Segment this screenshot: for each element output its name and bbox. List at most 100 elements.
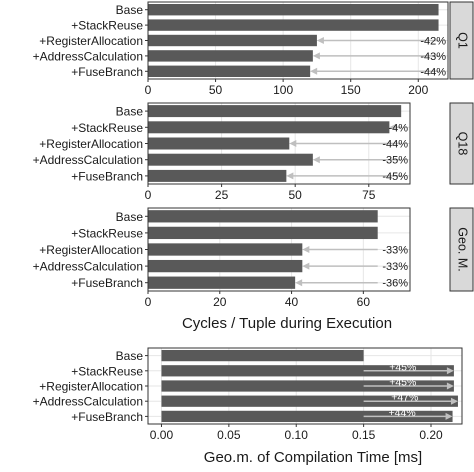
bar-registerallocation — [148, 34, 317, 47]
x-tick-label: 200 — [408, 83, 428, 97]
x-tick-label: 50 — [209, 83, 223, 97]
panel-3: -33% -33% -36% Geo. M. Base +StackReuse +Regis… — [33, 207, 474, 332]
category-label: +StackReuse — [71, 226, 143, 240]
change-arrow-head — [302, 262, 310, 270]
x-tick-label: 0 — [145, 295, 152, 309]
panel-2: -4% -44% -35% -45% Q18 Base +StackReuse +Regist… — [33, 102, 474, 202]
bar-registerallocation — [161, 380, 454, 392]
category-label: +RegisterAllocation — [39, 380, 143, 394]
category-label: +FuseBranch — [71, 410, 143, 424]
x-tick-label: 0 — [145, 83, 152, 97]
category-label: Base — [116, 3, 144, 17]
change-arrow-head — [289, 140, 297, 147]
category-label: +AddressCalculation — [33, 49, 143, 63]
change-arrow-head — [446, 382, 454, 390]
category-label: +AddressCalculation — [33, 395, 143, 409]
change-arrow-head — [312, 156, 320, 164]
bar-stackreuse — [148, 226, 378, 240]
change-label: -36% — [382, 278, 408, 290]
change-arrow-head — [450, 397, 458, 405]
change-label: -43% — [420, 51, 446, 63]
panel-4: +45% +45% +47% +44% Base+StackReuse +Register… — [33, 347, 463, 466]
change-label: +45% — [389, 361, 416, 373]
category-label: +FuseBranch — [71, 65, 143, 79]
change-arrow-head — [295, 279, 303, 287]
category-label: +StackReuse — [71, 19, 143, 33]
bar-base — [148, 4, 439, 16]
change-label: -4% — [388, 122, 408, 134]
x-tick-label: 0.10 — [285, 428, 309, 442]
category-label: Base — [116, 349, 144, 363]
facet-label: Q18 — [456, 132, 470, 156]
change-label: -44% — [420, 66, 446, 78]
category-label: +StackReuse — [71, 364, 143, 378]
category-label: +FuseBranch — [71, 169, 143, 183]
facet-strip — [449, 207, 474, 292]
change-arrow-head — [312, 52, 320, 60]
x-tick-label: 50 — [289, 188, 303, 202]
category-label: +RegisterAllocation — [39, 137, 143, 151]
change-arrow-head — [316, 37, 324, 44]
x-tick-label: 0 — [145, 188, 152, 202]
x-tick-label: 0.00 — [150, 428, 174, 442]
bar-stackreuse — [161, 365, 454, 377]
change-label: -35% — [382, 155, 408, 167]
change-arrow-head — [389, 123, 397, 131]
category-label: Base — [116, 210, 144, 224]
bar-base — [148, 210, 378, 223]
x-tick-label: 40 — [285, 295, 299, 309]
change-label: +44% — [389, 407, 416, 419]
bar-base — [148, 105, 402, 118]
bar-base — [161, 349, 364, 362]
bar-registerallocation — [148, 137, 290, 150]
category-label: +AddressCalculation — [33, 153, 143, 167]
change-arrow-head — [446, 367, 454, 375]
bar-addresscalculation — [148, 153, 313, 166]
change-label: +47% — [391, 392, 418, 404]
change-arrow-head — [445, 412, 453, 420]
category-label: +FuseBranch — [71, 276, 143, 290]
x-tick-label: 75 — [362, 188, 376, 202]
change-label: -44% — [382, 139, 408, 151]
x-tick-label: 0.05 — [217, 428, 241, 442]
bar-registerallocation — [148, 243, 303, 256]
bar-addresscalculation — [148, 259, 303, 273]
bar-fusebranch — [161, 410, 453, 423]
change-label: +45% — [389, 377, 416, 389]
x-tick-label: 0.20 — [419, 428, 443, 442]
category-label: +RegisterAllocation — [39, 243, 143, 257]
category-label: +StackReuse — [71, 121, 143, 135]
panel-1: -42% -43% -44% Q1 Base +StackReuse+RegisterAl… — [33, 1, 474, 97]
change-arrow-head — [302, 246, 310, 253]
bar-addresscalculation — [148, 50, 313, 62]
change-label: -42% — [420, 36, 446, 48]
facet-label: Q1 — [456, 32, 470, 49]
facet-strip — [449, 102, 474, 185]
x-tick-label: 60 — [357, 295, 371, 309]
category-label: +AddressCalculation — [33, 260, 143, 274]
bar-stackreuse — [148, 121, 390, 134]
x-tick-label: 25 — [215, 188, 229, 202]
change-label: -33% — [382, 245, 408, 257]
change-arrow-head — [286, 172, 294, 180]
bar-fusebranch — [148, 65, 311, 77]
x-axis-title: Geo.m. of Compilation Time [ms] — [204, 449, 422, 466]
category-label: Base — [116, 105, 144, 119]
facet-strip — [449, 1, 474, 80]
bar-fusebranch — [148, 276, 296, 289]
x-tick-label: 150 — [341, 83, 361, 97]
x-tick-label: 0.15 — [352, 428, 376, 442]
x-tick-label: 100 — [273, 83, 293, 97]
bar-addresscalculation — [161, 395, 458, 407]
change-arrow-head — [310, 67, 318, 75]
category-label: +RegisterAllocation — [39, 34, 143, 48]
change-label: -33% — [382, 261, 408, 273]
change-label: -45% — [382, 171, 408, 183]
bar-stackreuse — [148, 19, 439, 31]
x-axis-title: Cycles / Tuple during Execution — [182, 315, 392, 332]
facet-label: Geo. M. — [456, 227, 470, 271]
x-tick-label: 20 — [213, 295, 227, 309]
bar-fusebranch — [148, 169, 287, 182]
